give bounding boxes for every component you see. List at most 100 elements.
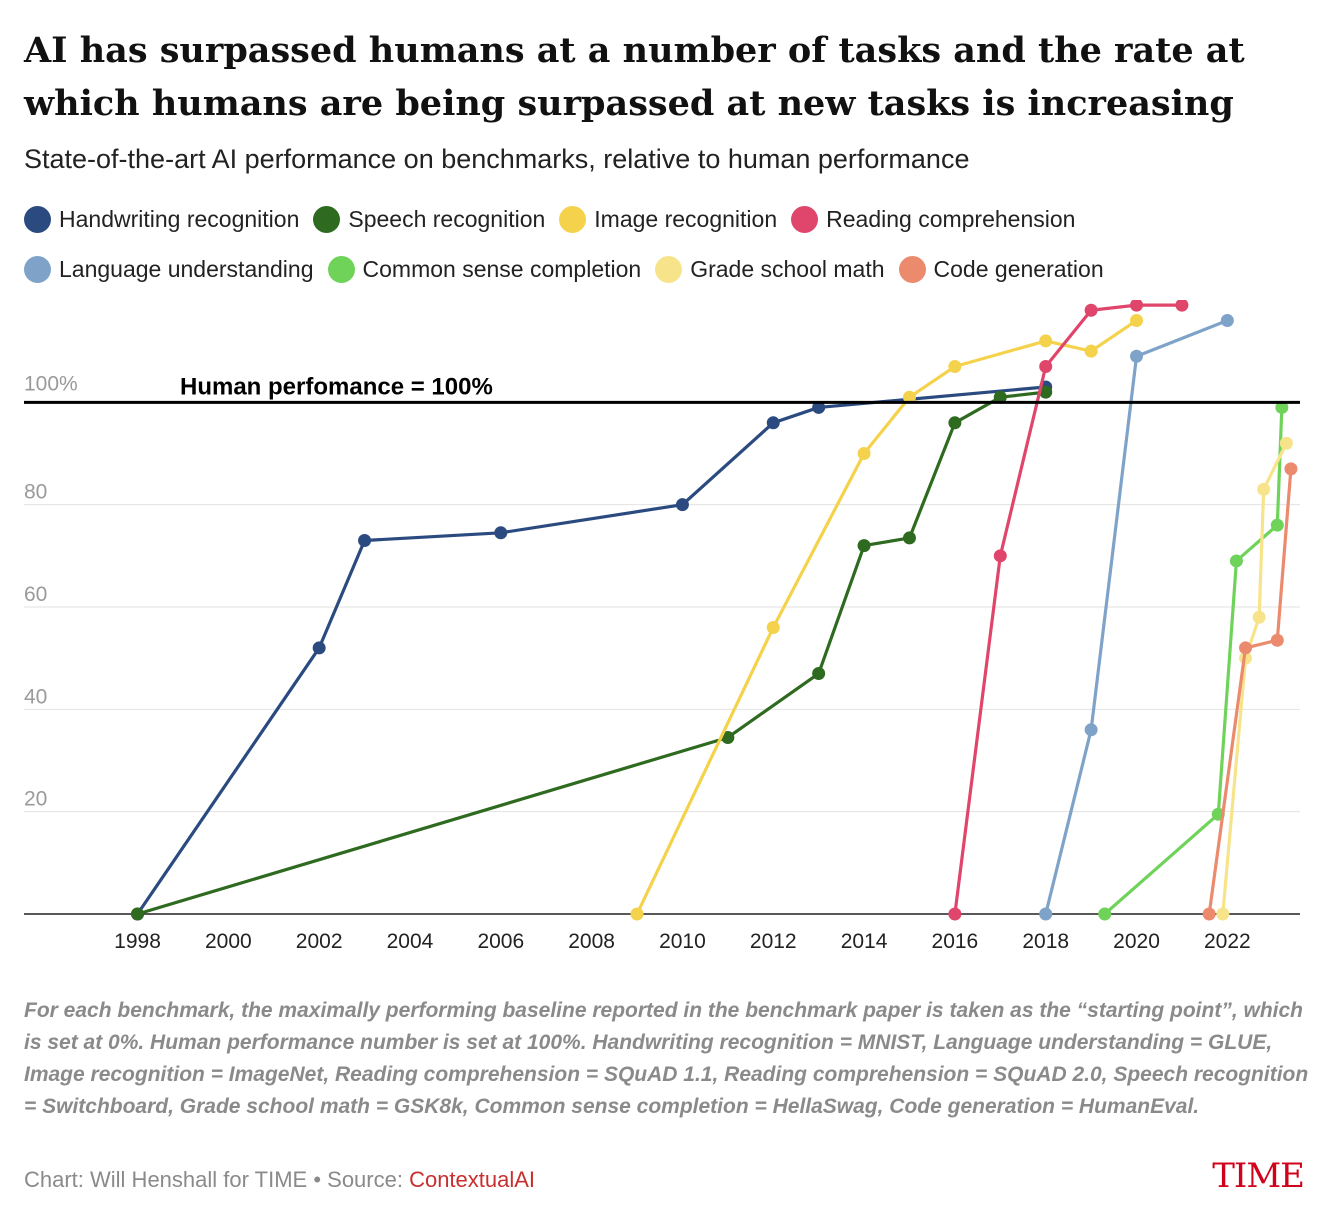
human-performance-label: Human perfomance = 100% [180,373,493,400]
x-tick-label: 2014 [841,930,888,953]
data-point [948,416,962,430]
legend-swatch-icon [24,255,51,283]
data-point [1130,349,1144,363]
x-tick-label: 1998 [114,930,161,953]
data-point [721,730,735,744]
data-point [1239,641,1253,655]
x-tick-label: 2004 [387,930,434,953]
legend-item-code: Code generation [898,255,1104,283]
legend-swatch-icon [791,205,819,233]
data-point [766,416,780,430]
footnote: For each benchmark, the maximally perfor… [24,999,1309,1118]
data-point [902,390,916,404]
data-point [948,907,962,921]
data-point [812,667,826,681]
legend-item-language: Language understanding [24,255,314,283]
data-point [902,531,916,545]
data-point [131,907,145,921]
series-line [135,390,1048,916]
legend-swatch-icon [24,205,51,233]
x-tick-label: 2000 [205,930,252,953]
data-point [857,447,871,460]
data-point [1175,300,1189,312]
data-point [494,526,508,540]
series-line [635,318,1139,916]
legend-item-common-sense: Common sense completion [327,255,642,283]
data-point [857,539,871,553]
data-point [1220,313,1234,327]
legend-label: Handwriting recognition [59,205,300,232]
legend-item-image: Image recognition [559,205,778,233]
data-point [993,549,1007,563]
series-line [135,385,1048,916]
data-point [1039,334,1053,348]
data-point [766,620,780,634]
data-point [1130,313,1144,327]
chart-title: AI has surpassed humans at a number of t… [24,30,1245,124]
data-point [1039,385,1053,399]
data-point [1279,436,1293,450]
data-point [993,390,1007,404]
x-tick-label: 2020 [1113,930,1160,953]
x-tick-label: 2002 [296,930,343,953]
legend-item-handwriting: Handwriting recognition [24,205,300,233]
data-point [1039,907,1053,921]
credit-text: Chart: Will Henshall for TIME • Source: [24,1167,410,1192]
x-tick-label: 2016 [932,930,979,953]
data-point [948,360,962,374]
data-point [1202,907,1216,921]
legend-swatch-icon [313,205,341,233]
series-line [953,303,1184,916]
legend-item-reading: Reading comprehension [791,205,1076,233]
legend-swatch-icon [655,255,683,283]
data-point [675,498,689,512]
data-point [1084,303,1098,317]
legend-row: Language understanding Common sense comp… [24,244,1314,294]
legend-label: Image recognition [594,205,778,232]
legend-row: Handwriting recognition Speech recogniti… [24,194,1314,244]
legend-swatch-icon [559,205,587,233]
series-line [1044,318,1229,916]
data-point [312,641,326,655]
legend-label: Common sense completion [362,255,642,282]
y-tick-label: 20 [24,788,47,811]
legend-label: Reading comprehension [826,205,1076,232]
x-tick-label: 2010 [659,930,706,953]
legend: Handwriting recognition Speech recogniti… [24,194,1314,294]
legend-label: Grade school math [690,255,885,282]
data-point [1039,360,1053,374]
series-line [1207,467,1293,916]
chart-subtitle: State-of-the-art AI performance on bench… [24,144,970,174]
data-point [1130,300,1144,312]
x-tick-label: 2022 [1204,930,1251,953]
time-logo: TIME [1212,1156,1305,1196]
y-tick-label: 40 [24,685,47,708]
data-point [630,907,644,921]
y-tick-label: 60 [24,583,47,606]
legend-label: Code generation [933,255,1104,282]
y-tick-label: 80 [24,481,47,504]
data-point [812,400,826,414]
data-point [358,533,372,547]
legend-item-speech: Speech recognition [313,205,546,233]
x-tick-label: 2008 [568,930,615,953]
series-line [1103,405,1284,916]
data-point [1229,554,1243,568]
credit-line: Chart: Will Henshall for TIME • Source: … [24,1167,535,1193]
source-link[interactable]: ContextualAI [409,1167,536,1192]
legend-label: Speech recognition [348,205,546,232]
x-tick-label: 2018 [1022,930,1069,953]
legend-label: Language understanding [59,255,314,282]
legend-item-math: Grade school math [655,255,885,283]
y-tick-label: 100% [24,372,78,395]
data-point [1284,462,1298,476]
data-point [1275,400,1289,414]
legend-swatch-icon [327,255,355,283]
line-chart: 20 40 60 80 1998 2000 2002 2004 2006 2008 2010 2012… [24,300,1300,953]
data-point [1098,907,1112,921]
data-point [1216,907,1230,921]
data-point [1084,723,1098,737]
data-point [1252,610,1266,624]
data-point [1084,344,1098,358]
data-point [1257,482,1271,496]
